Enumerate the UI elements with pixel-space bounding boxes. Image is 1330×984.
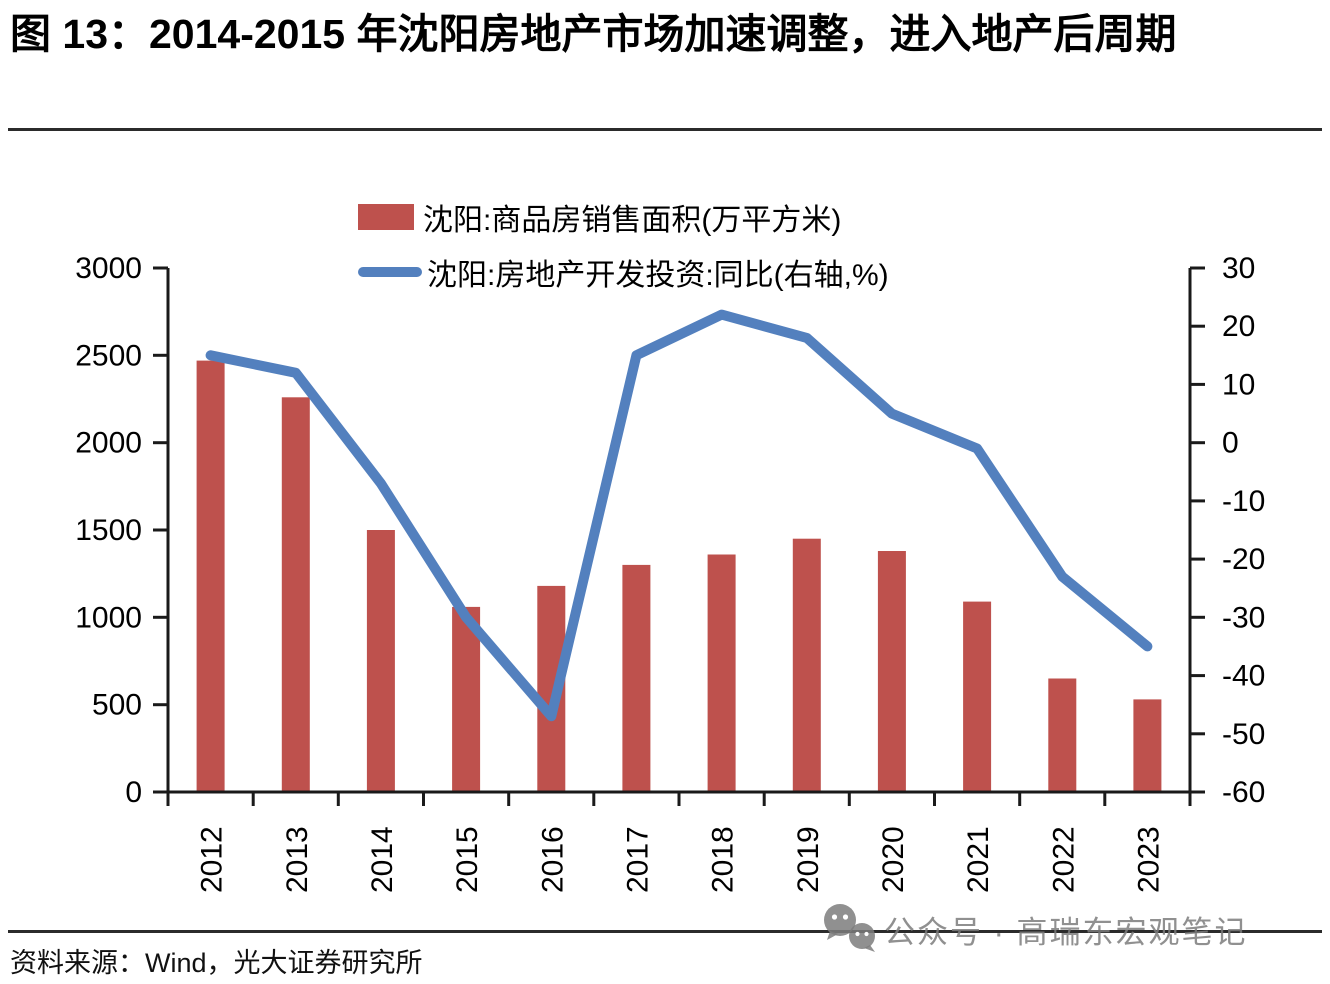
right-axis-tick-label: -10 [1222,485,1265,518]
x-axis-tick-label: 2014 [366,826,399,893]
left-axis-tick-label: 0 [125,776,142,809]
right-axis-tick-label: -20 [1222,543,1265,576]
footer-divider [8,930,1322,933]
x-axis-tick-label: 2012 [196,826,229,893]
legend-label-investment-yoy: 沈阳:房地产开发投资:同比(右轴,%) [427,259,889,292]
x-axis-tick-label: 2019 [792,826,825,893]
axes [153,266,1205,806]
x-axis-tick-label: 2023 [1132,826,1165,893]
bar-2018 [707,554,736,792]
x-axis-tick-label: 2022 [1047,826,1080,893]
left-axis-tick-label: 2000 [75,427,142,460]
title-divider [8,128,1322,131]
watermark: 公众号 · 高瑞东宏观笔记 [818,898,1248,960]
bar-2015 [452,606,481,792]
right-axis-tick-label: 20 [1222,310,1255,343]
legend-label-sales-area: 沈阳:商品房销售面积(万平方米) [423,204,842,237]
left-axis-tick-label: 3000 [75,252,142,285]
right-axis-tick-label: -30 [1222,601,1265,634]
bar-2014 [366,530,395,792]
left-axis-tick-label: 500 [92,689,142,722]
x-axis-tick-label: 2015 [451,826,484,893]
bar-2022 [1048,678,1077,792]
right-axis-tick-label: -40 [1222,660,1265,693]
figure-title: 图 13：2014-2015 年沈阳房地产市场加速调整，进入地产后周期 [10,11,1177,57]
legend-item-sales-area: 沈阳:商品房销售面积(万平方米) [358,196,889,238]
right-axis-tick-label: -60 [1222,776,1265,809]
left-axis-tick-label: 1500 [75,514,142,547]
right-axis-tick-label: 30 [1222,252,1255,285]
x-axis-tick-label: 2016 [536,826,569,893]
bar-2023 [1133,699,1162,792]
watermark-text: 公众号 · 高瑞东宏观笔记 [884,914,1248,950]
x-axis-tick-label: 2017 [621,826,654,893]
bar-2013 [281,397,310,792]
axis-labels: 0 500 1000 1500 2000 2500 3000 -60 -50 -40 -30 -20 -… [75,252,1265,893]
investment-yoy-line [205,309,1153,722]
right-axis-tick-label: 0 [1222,427,1239,460]
legend-item-investment-yoy: 沈阳:房地产开发投资:同比(右轴,%) [358,251,889,293]
right-axis-tick-label: 10 [1222,368,1255,401]
right-axis-tick-label: -50 [1222,718,1265,751]
bar-2012 [196,360,225,792]
left-axis-tick-label: 1000 [75,601,142,634]
legend-bar-swatch [358,204,414,230]
x-axis-tick-label: 2013 [281,826,314,893]
legend-line-swatch [358,267,422,277]
bar-2020 [877,551,906,792]
bar-2019 [792,538,821,792]
left-axis-tick-label: 2500 [75,339,142,372]
source-note: 资料来源：Wind，光大证券研究所 [10,948,423,978]
chart-legend: 沈阳:商品房销售面积(万平方米) 沈阳:房地产开发投资:同比(右轴,%) [358,196,889,306]
x-axis-tick-label: 2021 [962,826,995,893]
bar-2017 [622,564,651,792]
wechat-icon [824,904,875,952]
bar-2021 [963,601,992,792]
x-axis-tick-label: 2020 [877,826,910,893]
x-axis-tick-label: 2018 [707,826,740,893]
